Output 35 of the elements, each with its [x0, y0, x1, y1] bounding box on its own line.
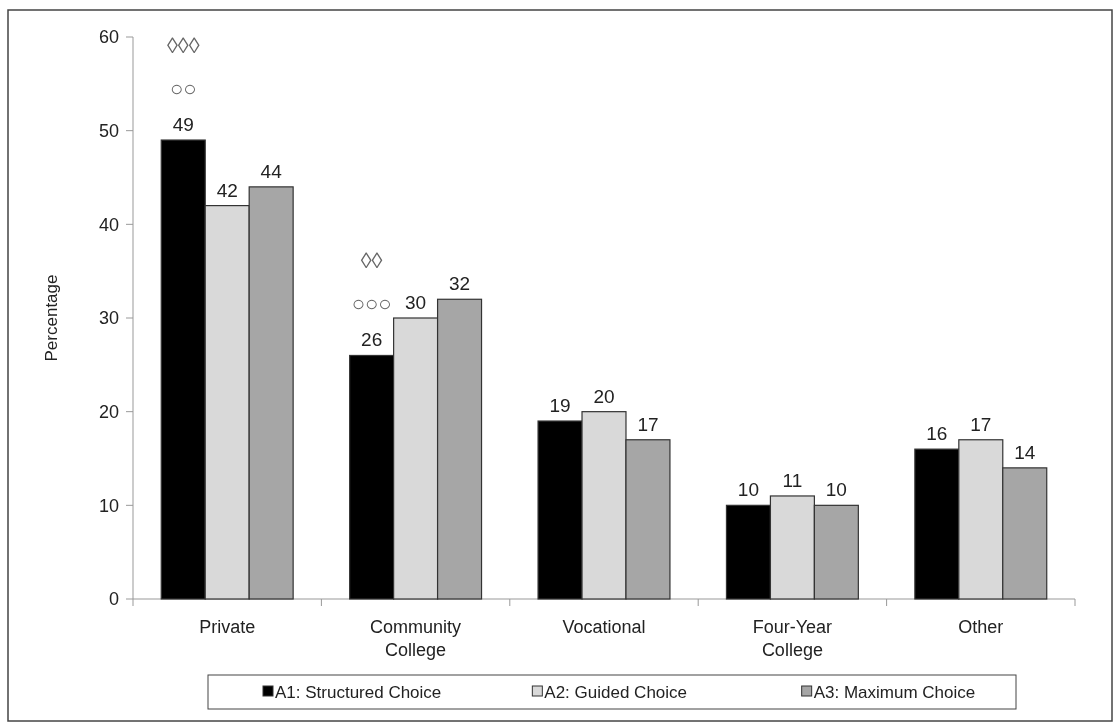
annotation: ○○○ — [351, 291, 392, 317]
data-label: 32 — [448, 273, 471, 295]
x-tick-label: Four-Year College — [752, 617, 833, 660]
data-label: 49 — [172, 114, 194, 136]
x-tick-label: Other — [958, 617, 1004, 637]
legend-label: A3: Maximum Choice — [813, 682, 976, 702]
y-tick-label: 50 — [98, 120, 119, 141]
data-label: 30 — [405, 292, 427, 313]
y-axis-title: Percentage — [42, 274, 61, 362]
data-label: 42 — [216, 179, 238, 201]
x-tick-label: Vocational — [562, 617, 646, 637]
data-label: 20 — [593, 385, 615, 407]
data-label: 10 — [825, 479, 847, 501]
data-label: 26 — [361, 329, 383, 351]
data-label: 17 — [970, 413, 992, 435]
annotation: ◊◊◊ — [166, 33, 200, 59]
y-tick-label: 60 — [98, 27, 119, 48]
y-tick-label: 20 — [98, 401, 119, 422]
y-tick-label: 0 — [108, 589, 119, 610]
data-label: 17 — [637, 413, 659, 435]
y-tick-label: 30 — [98, 308, 119, 329]
y-tick-label: 10 — [98, 495, 119, 516]
x-tick-label: Community College — [370, 617, 462, 660]
data-label: 14 — [1014, 441, 1036, 463]
annotation: ○○ — [169, 76, 197, 102]
data-label: 10 — [737, 479, 760, 501]
data-label: 44 — [260, 160, 283, 182]
data-label: 11 — [782, 469, 803, 491]
data-label: 19 — [549, 395, 571, 417]
y-tick-label: 40 — [98, 214, 119, 235]
legend-label: A1: Structured Choice — [275, 682, 442, 702]
legend-label: A2: Guided Choice — [544, 682, 688, 702]
x-tick-label: Private — [199, 617, 256, 637]
annotation: ◊◊ — [360, 248, 383, 274]
data-label: 16 — [926, 423, 948, 445]
